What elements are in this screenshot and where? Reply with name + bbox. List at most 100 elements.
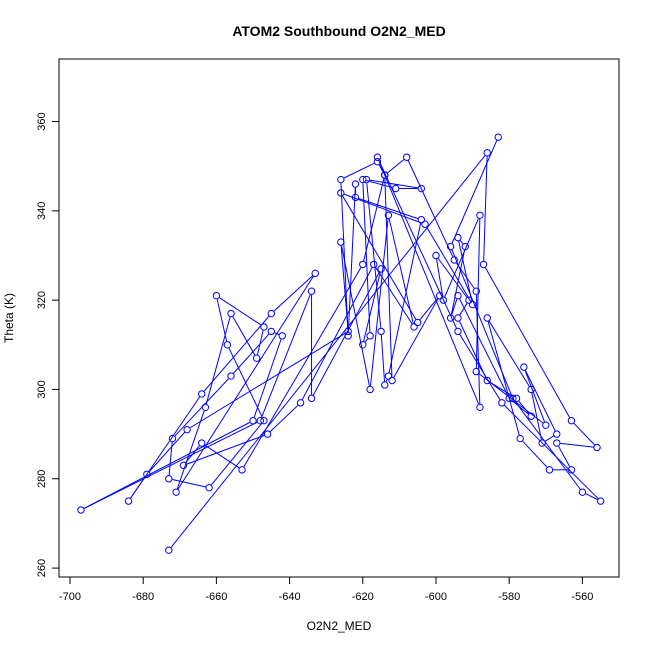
series-segment [205,316,231,404]
y-tick-label: 300 [36,380,48,398]
data-point [359,175,367,184]
series-segment [216,299,228,342]
series-segment [488,320,530,387]
y-tick-label: 360 [36,112,48,130]
data-point [392,184,400,193]
data-point [278,332,286,340]
series-segment [484,267,571,418]
series-segment [419,298,438,320]
series-segment [475,294,481,404]
series-segment [228,347,263,418]
data-point [344,332,352,340]
series-segment [380,334,386,382]
data-point [567,466,576,474]
data-point [421,220,429,228]
series-segment [219,297,262,326]
data-point [267,327,275,336]
series-segment [233,333,270,374]
data-point [124,497,133,505]
x-tick-label: -600 [425,591,447,603]
series-segment [364,338,369,343]
data-point [172,488,180,496]
data-point [296,399,305,407]
series-segment [232,316,256,356]
series-segment [458,241,473,302]
data-point [198,390,206,398]
data-point [373,153,382,161]
y-tick-label: 320 [36,291,48,309]
data-point [465,296,473,304]
x-tick-label: -680 [132,591,154,603]
x-tick-label: -620 [352,591,374,603]
series-segment [384,178,393,377]
series-segment [451,140,498,244]
data-point [479,260,488,269]
series-segment [256,330,264,355]
data-point [545,466,554,474]
data-point [417,184,426,193]
data-point [542,421,550,429]
series-segment [560,442,594,448]
data-point [483,149,491,157]
x-axis: -700 -680 -660 -640 -620 -600 -580 -560 [59,576,593,603]
data-point [311,269,319,278]
series-segment [522,440,548,468]
series-segment [203,315,270,392]
data-point [366,332,374,340]
series-segment [130,396,201,499]
data-point [516,434,524,443]
y-axis-label: Theta (K) [2,293,16,343]
data-point [384,211,393,219]
series-segment [459,334,501,401]
data-point [483,314,491,322]
series-segment [148,431,186,472]
series-segment [243,267,362,467]
data-point [168,434,177,443]
data-point [256,417,265,425]
data-point [373,158,382,166]
data-point [450,256,458,264]
data-point [597,497,605,505]
y-tick-label: 340 [36,202,48,220]
data-point [165,475,173,483]
series-segment [483,156,488,261]
series-segment [204,444,240,469]
data-point [593,443,601,452]
series-segment [504,405,599,499]
series-segment [388,218,414,324]
series-segment [451,298,458,315]
data-point [263,430,272,438]
series-segment [407,160,454,257]
data-point [201,403,210,412]
data-point [553,439,561,447]
series-segment [524,370,545,422]
data-point [578,488,587,496]
data-point [249,417,257,425]
series-segment [369,179,418,189]
x-tick-label: -560 [571,591,593,603]
series-segment [363,272,381,342]
data-point [77,506,85,514]
series-segment [388,223,422,373]
series-segment [362,183,371,333]
data-point [337,189,345,197]
data-point [307,287,316,295]
data-point [553,430,561,438]
series-segment [378,160,457,329]
series-segment [358,198,419,220]
series-segment [455,262,475,289]
data-point [359,260,367,269]
series-segment [444,218,479,298]
data-point [351,193,360,202]
data-point [370,260,378,269]
y-tick-label: 260 [36,559,48,577]
data-point [381,171,389,179]
data-point [267,309,275,318]
data-point [439,296,448,304]
series-segment [261,294,311,418]
data-point [410,323,418,331]
series-segment [301,267,373,400]
data-point [472,287,480,295]
series-segment [459,298,509,396]
